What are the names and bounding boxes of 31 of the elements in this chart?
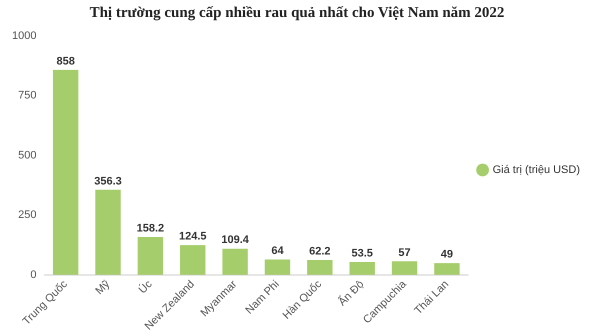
chart-title: Thị trường cung cấp nhiều rau quả nhất cho Việt Nam năm 2022	[90, 4, 504, 21]
bar	[95, 190, 121, 275]
bar	[349, 262, 375, 275]
bar	[264, 260, 290, 275]
data-label: 62.2	[309, 246, 331, 258]
data-label: 57	[398, 246, 411, 259]
y-tick-label: 750	[18, 90, 36, 102]
y-tick-label: 500	[18, 149, 36, 162]
y-tick-label: 1000	[12, 30, 36, 42]
bar	[222, 248, 248, 275]
x-tick-label: Thái Lan	[412, 278, 452, 318]
data-label: 49	[440, 248, 454, 261]
legend-label: Giá trị (triệu USD)	[492, 164, 580, 176]
data-label: 858	[56, 55, 75, 68]
data-label: 356.3	[94, 175, 122, 188]
y-tick-label: 250	[18, 209, 36, 222]
x-tick-label: Ấn Độ	[336, 278, 366, 308]
bar	[138, 237, 164, 275]
data-label: 109.4	[221, 234, 250, 246]
bar	[52, 70, 78, 275]
x-tick-label: Mỹ	[93, 278, 113, 298]
x-tick-label: Úc	[136, 277, 155, 296]
bar	[307, 260, 333, 275]
bar	[180, 245, 206, 275]
bar	[434, 263, 460, 275]
y-tick-label: 0	[30, 268, 36, 281]
data-label: 53.5	[351, 248, 373, 260]
bar	[392, 261, 418, 275]
data-label: 64	[271, 245, 284, 258]
data-label: 158.2	[136, 222, 164, 235]
data-label: 124.5	[178, 230, 207, 243]
